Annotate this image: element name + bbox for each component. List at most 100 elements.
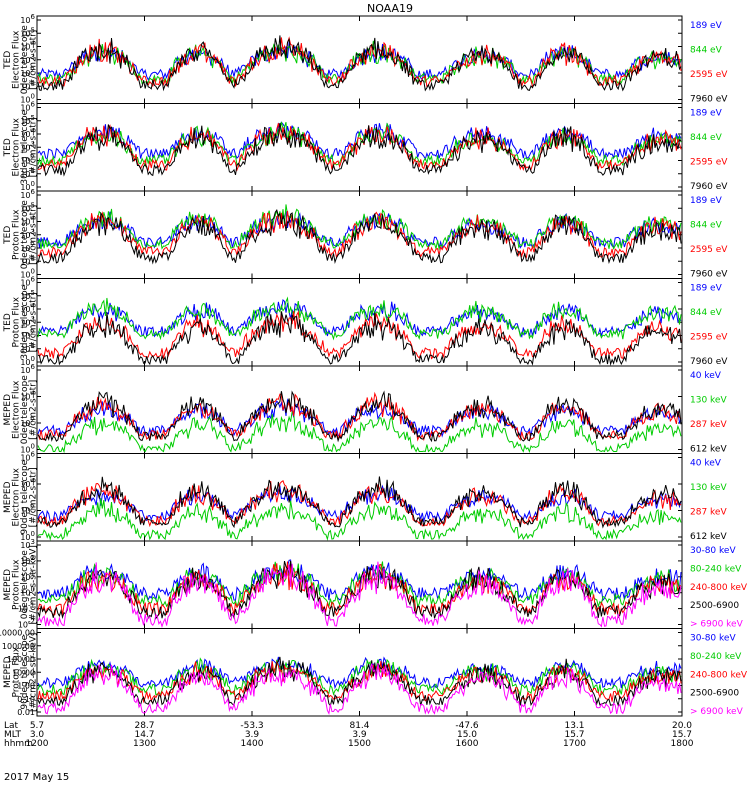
y-axis-label: TED <box>3 313 13 332</box>
legend-entry: 240-800 keV <box>690 670 748 680</box>
legend-entry: 130 keV <box>690 396 727 406</box>
y-tick-label: 10000.00 <box>0 629 35 638</box>
legend-entry: 2595 eV <box>690 158 728 168</box>
legend-entry: 612 keV <box>690 532 727 542</box>
y-axis-label: TED <box>3 226 13 245</box>
y-tick-label: 105 <box>20 114 35 126</box>
y-tick-label: 106 <box>20 101 35 113</box>
y-axis-label: MEPED <box>3 569 13 601</box>
legend-entry: 287 keV <box>690 508 727 518</box>
y-tick-label: 105 <box>20 289 35 301</box>
chart-title: NOAA19 <box>367 2 413 15</box>
series-trace <box>37 208 682 265</box>
x-tick-label: 15.7 <box>672 730 692 740</box>
legend: 40 keV 130 keV 287 keV 612 keV <box>690 459 727 543</box>
series-trace <box>37 663 682 715</box>
x-tick-label: 3.9 <box>245 730 260 740</box>
y-tick-label: 104 <box>20 127 35 139</box>
y-axis-label: MEPED <box>3 656 13 688</box>
chart-panel-8: 10000.00 1000.00 100.00 10.00 1.00 0.10 0.01 ME… <box>0 628 748 717</box>
y-tick-label: 104 <box>20 302 35 314</box>
series-trace <box>37 123 682 172</box>
y-axis-label: [#/cm2-s-str-keV] <box>29 545 39 624</box>
y-axis-label: TED <box>3 138 13 157</box>
legend-entry: 2500-6900 <box>690 601 739 611</box>
series-trace <box>37 296 682 341</box>
legend-entry: 7960 eV <box>690 270 728 280</box>
panel-frame <box>36 190 683 279</box>
legend: 189 eV 844 eV 2595 eV 7960 eV <box>690 196 728 280</box>
y-tick-label: 102 <box>20 66 35 78</box>
legend-entry: 844 eV <box>690 221 723 231</box>
y-tick-label: 1000.00 <box>2 642 35 651</box>
x-tick-label: 28.7 <box>134 721 154 731</box>
legend-entry: 612 keV <box>690 445 727 455</box>
x-tick-label: 1700 <box>563 739 586 749</box>
y-tick-label: 103 <box>20 53 35 65</box>
series-trace <box>37 36 682 88</box>
y-tick-label: 106 <box>20 363 35 375</box>
series-trace <box>37 210 682 260</box>
series-trace <box>37 476 682 529</box>
y-axis-label: Electron Flux <box>12 380 22 439</box>
series-trace <box>37 657 682 697</box>
series-trace <box>37 498 682 541</box>
legend-entry: 287 keV <box>690 420 727 430</box>
series-trace <box>37 311 682 366</box>
x-tick-label: 15.0 <box>457 730 477 740</box>
legend-entry: 7960 eV <box>690 95 728 105</box>
y-tick-label: 1.00 <box>17 682 35 691</box>
legend-entry: 80-240 keV <box>690 564 742 574</box>
legend-entry: 189 eV <box>690 109 723 119</box>
x-tick-label: 1400 <box>241 739 264 749</box>
y-axis-label: [#/cm2-s-str] <box>29 205 39 265</box>
y-axis-label: 30deg telescope <box>20 284 30 359</box>
series-trace <box>37 35 682 92</box>
y-tick-label: 106 <box>20 451 35 463</box>
y-axis-label: 0deg telescope <box>20 25 30 95</box>
x-row-label: hhmm <box>4 739 33 749</box>
y-tick-label: 101 <box>20 79 35 91</box>
date-label: 2017 May 15 <box>4 772 69 783</box>
y-axis-label: [#/cm2-s-str] <box>29 292 39 352</box>
y-axis-label: Proton Flux <box>12 559 22 610</box>
panel-frame <box>36 540 683 629</box>
x-tick-label: 14.7 <box>134 730 154 740</box>
y-tick-label: 103 <box>20 315 35 327</box>
y-tick-label: 101 <box>20 254 35 266</box>
panel-frame <box>36 365 683 454</box>
legend-entry: 189 eV <box>690 196 723 206</box>
y-tick-label: 100 <box>20 268 35 280</box>
y-tick-label: 101 <box>20 167 35 179</box>
y-axis-label: Proton Flux <box>12 296 22 347</box>
x-axis-labels: LatMLThhmm5.73.0120028.714.71300-53.33.9… <box>4 721 694 749</box>
legend-entry: 7960 eV <box>690 357 728 367</box>
x-tick-label: 13.1 <box>564 721 584 731</box>
x-tick-label: -47.6 <box>455 721 479 731</box>
legend: 40 keV 130 keV 287 keV 612 keV <box>690 371 727 455</box>
y-axis-label: [#/cm2-s-str-keV] <box>29 633 39 712</box>
legend: 189 eV 844 eV 2595 eV 7960 eV <box>690 21 728 105</box>
legend-entry: 844 eV <box>690 133 723 143</box>
legend-entry: 7960 eV <box>690 182 728 192</box>
y-tick-label: 100 <box>20 180 35 192</box>
y-tick-label: 104 <box>20 215 35 227</box>
y-tick-label: 0.01 <box>17 708 35 717</box>
y-axis-label: [#/cm2-s-str] <box>29 117 39 177</box>
y-axis-label: Electron Flux <box>12 30 22 89</box>
legend-entry: 189 eV <box>690 284 723 294</box>
y-tick-label: 0.10 <box>17 695 35 704</box>
y-axis-label: Proton Flux <box>12 209 22 260</box>
y-axis-label: 90deg telescope <box>20 634 30 709</box>
x-tick-label: 3.0 <box>30 730 45 740</box>
y-tick-label: 102 <box>20 154 35 166</box>
y-tick-label: 102 <box>20 329 35 341</box>
y-tick-label: 106 <box>20 188 35 200</box>
